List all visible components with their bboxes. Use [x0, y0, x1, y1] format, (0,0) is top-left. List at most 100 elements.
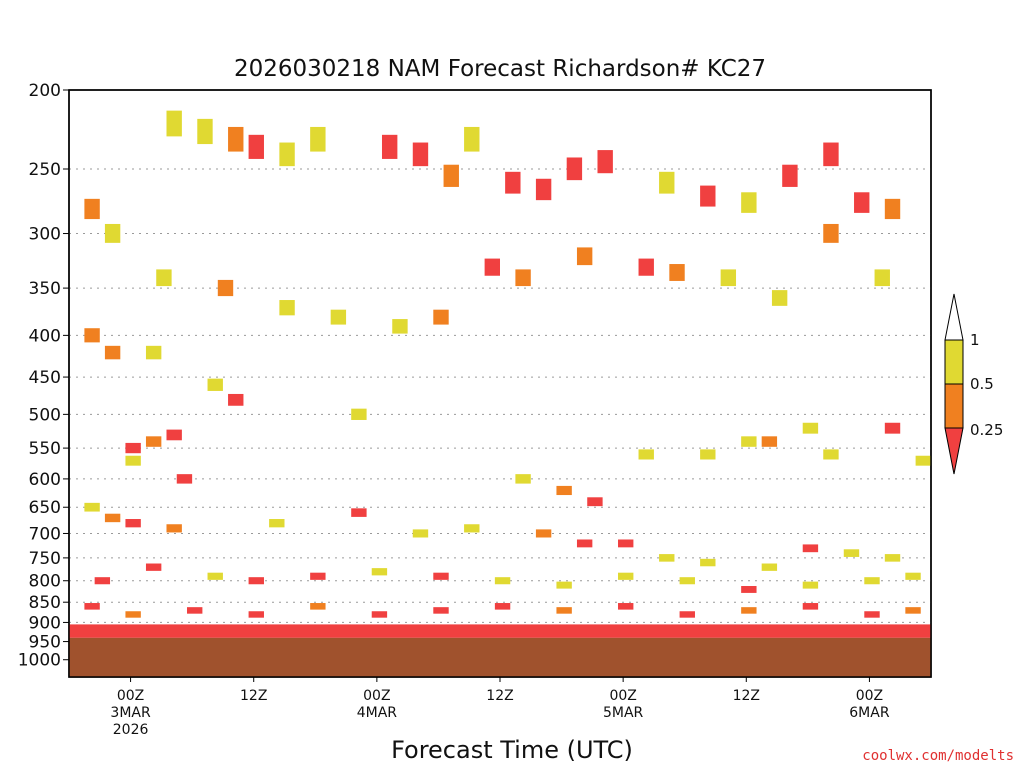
heatmap-cell [371, 611, 388, 618]
heatmap-cell [576, 247, 593, 266]
heatmap-cell [433, 309, 449, 325]
heatmap-cell [700, 558, 716, 567]
heatmap-cell [104, 223, 121, 243]
heatmap-cell [166, 110, 182, 137]
heatmap-cell [125, 611, 141, 618]
heatmap-cell [484, 258, 500, 276]
surface-layer-band [69, 624, 931, 638]
heatmap-cell [84, 328, 100, 343]
heatmap-cell [741, 607, 757, 614]
heatmap-cell [761, 563, 778, 571]
heatmap-cell [659, 554, 675, 562]
heatmap-cell [535, 178, 552, 201]
heatmap-cell [618, 603, 634, 610]
y-tick-label: 350 [29, 279, 61, 299]
terrain-fill [69, 637, 931, 677]
heatmap-cell [741, 192, 757, 213]
y-tick-label: 500 [29, 405, 61, 425]
heatmap-cell [310, 572, 326, 580]
legend-cap-top [944, 293, 964, 341]
heatmap-cell [854, 192, 870, 213]
heatmap-cell [556, 485, 572, 496]
heatmap-cell [494, 577, 511, 585]
heatmap-cell [176, 474, 193, 484]
heatmap-cell [207, 572, 223, 580]
heatmap-cell [166, 524, 182, 533]
legend-label-05: 0.5 [970, 375, 994, 393]
credit-text: coolwx.com/modelts [862, 748, 1014, 764]
heatmap-cell [843, 549, 860, 557]
y-tick-label: 1000 [18, 651, 61, 671]
heatmap-cell [823, 223, 839, 243]
plot-area [68, 89, 932, 678]
heatmap-cell [700, 185, 716, 207]
heatmap-cell [351, 508, 367, 517]
heatmap-cell [104, 513, 121, 523]
heatmap-cell [535, 529, 552, 538]
heatmap-cell [679, 611, 695, 618]
y-tick-label: 900 [29, 613, 61, 633]
heatmap-cell [310, 603, 326, 610]
heatmap-cell [874, 269, 890, 287]
heatmap-cell [823, 449, 839, 460]
y-tick-label: 550 [29, 439, 61, 459]
legend-cap-red [944, 427, 964, 475]
heatmap-cell [84, 603, 100, 610]
heatmap-cell [94, 577, 111, 585]
heatmap-cell [679, 577, 695, 585]
heatmap-cell [905, 572, 921, 580]
heatmap-cell [145, 436, 162, 447]
heatmap-cell [464, 126, 480, 152]
heatmap-cell [761, 436, 778, 447]
heatmap-cell [618, 539, 634, 548]
heatmap-cell [823, 142, 839, 167]
heatmap-cell [802, 544, 819, 553]
heatmap-cell [741, 436, 757, 447]
heatmap-cell [351, 408, 367, 420]
heatmap-cell [864, 611, 880, 618]
heatmap-cell [576, 539, 593, 548]
y-tick-label: 250 [29, 160, 61, 180]
heatmap-cell [433, 607, 449, 614]
heatmap-cell [187, 607, 203, 614]
heatmap-cell [884, 422, 901, 434]
chart-title: 2026030218 NAM Forecast Richardson# KC27 [234, 56, 766, 82]
legend: 1 0.5 0.25 [944, 293, 1003, 475]
y-tick-label: 300 [29, 225, 61, 245]
x-axis-label: Forecast Time (UTC) [391, 736, 633, 764]
heatmap-cell [166, 429, 182, 441]
heatmap-cell [802, 581, 819, 589]
x-tick-label: 12Z [240, 688, 267, 704]
heatmap-cell [587, 497, 603, 507]
heatmap-cell [248, 577, 264, 585]
heatmap-cell [217, 279, 234, 297]
heatmap-cell [156, 269, 172, 287]
y-tick-label: 850 [29, 593, 61, 613]
heatmap-cell [638, 449, 654, 460]
heatmap-cell [84, 198, 100, 220]
x-tick-label: 4MAR [357, 705, 398, 721]
x-tick-label: 00Z [856, 688, 883, 704]
y-tick-label: 950 [29, 633, 61, 653]
heatmap-cell [659, 171, 675, 194]
y-tick-label: 450 [29, 368, 61, 388]
heatmap-cell [566, 157, 583, 181]
x-tick-label: 5MAR [603, 705, 644, 721]
heatmap-cell [392, 319, 408, 334]
y-tick-label: 400 [29, 326, 61, 346]
y-tick-label: 600 [29, 470, 61, 490]
heatmap-cell [771, 290, 788, 306]
heatmap-cell [741, 586, 757, 593]
heatmap-cell [433, 572, 449, 580]
heatmap-cell [884, 554, 901, 562]
heatmap-cell [720, 269, 737, 287]
heatmap-cell [618, 572, 634, 580]
heatmap-cell [494, 603, 511, 610]
heatmap-cell [248, 134, 264, 159]
heatmap-cell [381, 134, 398, 159]
legend-label-025: 0.25 [970, 421, 1003, 439]
heatmap-cell [145, 345, 162, 360]
x-tick-label: 2026 [113, 722, 149, 738]
heatmap-cell [125, 519, 141, 528]
